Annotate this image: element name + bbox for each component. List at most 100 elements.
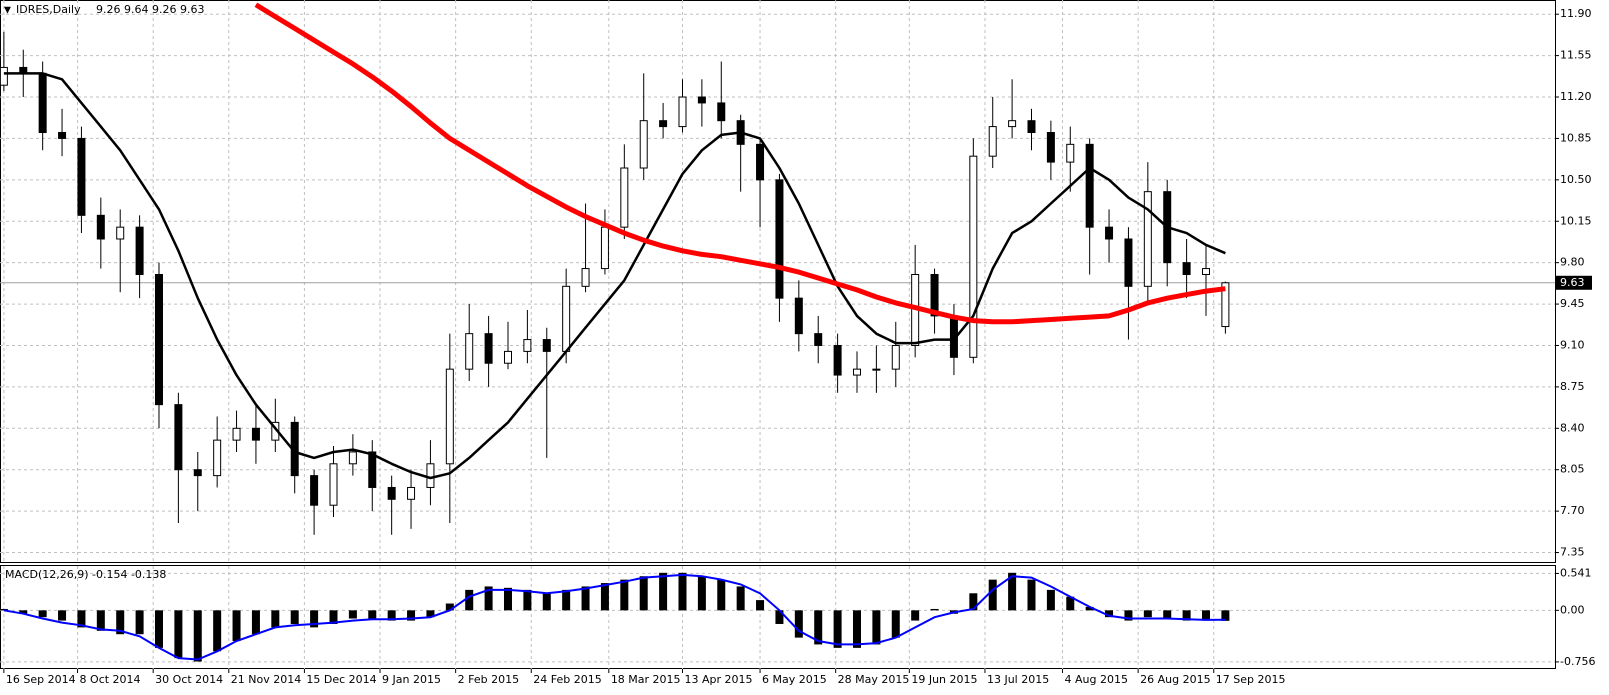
ohlc-readout: 9.26 9.64 9.26 9.63 — [96, 3, 204, 16]
candle-body — [833, 344, 842, 376]
macd-bar — [542, 593, 551, 611]
macd-bar — [135, 610, 144, 635]
macd-bar — [251, 610, 260, 635]
candle-body — [310, 475, 319, 506]
macd-bar — [426, 610, 435, 618]
macd-bar — [1182, 610, 1191, 621]
macd-bar — [911, 610, 920, 621]
candle-body — [503, 350, 512, 364]
candle-body — [251, 427, 260, 441]
candle-body — [407, 486, 416, 500]
macd-bar — [445, 603, 454, 611]
y-tick-label: 10.85 — [1560, 131, 1592, 144]
macd-bar — [154, 610, 163, 648]
candle-body — [387, 486, 396, 500]
macd-bar — [1008, 572, 1017, 611]
symbol-title: IDRES,Daily — [16, 3, 81, 16]
candle-body — [0, 66, 8, 86]
x-tick-label: 15 Dec 2014 — [306, 673, 376, 686]
candle-body — [329, 463, 338, 506]
macd-bar — [77, 610, 86, 628]
macd-bar — [872, 610, 881, 645]
plot-layer: 11.90 11.55 11.20 10.85 10.50 10.15 9.80 9.45 9.… — [0, 0, 1595, 686]
macd-bar — [348, 610, 357, 619]
y-tick-label: 9.80 — [1560, 256, 1585, 269]
candle-body — [697, 96, 706, 104]
candle-body — [775, 179, 784, 299]
y-tick-label: 7.35 — [1560, 546, 1585, 559]
macd-bar — [96, 610, 105, 631]
candle-body — [1221, 282, 1230, 328]
macd-bar — [756, 600, 765, 611]
macd-bar — [1124, 610, 1133, 621]
candle-body — [891, 344, 900, 370]
y-tick-label: 8.75 — [1560, 380, 1585, 393]
candle-body — [1027, 120, 1036, 134]
y-tick-label: 7.70 — [1560, 504, 1585, 517]
macd-bar — [19, 610, 28, 614]
candle-body — [484, 333, 493, 364]
macd-bar — [697, 576, 706, 611]
candle-body — [1046, 132, 1055, 163]
macd-bar — [368, 610, 377, 619]
y-tick-label: -0.756 — [1560, 655, 1595, 668]
moving-average — [254, 2, 1226, 325]
y-tick-label: 0.00 — [1560, 603, 1585, 616]
macd-bar — [465, 589, 474, 611]
macd-bar — [1105, 610, 1114, 618]
y-tick-label: 11.90 — [1560, 7, 1592, 20]
macd-bar — [1163, 610, 1172, 619]
macd-bar — [329, 610, 338, 624]
candle-body — [174, 404, 183, 471]
signal-line — [3, 573, 1226, 661]
x-tick-label: 13 Jul 2015 — [987, 673, 1049, 686]
candle-body — [930, 273, 939, 317]
candle-body — [1008, 120, 1017, 128]
candle-body — [678, 96, 687, 128]
macd-bar — [407, 610, 416, 621]
macd-bar — [930, 608, 939, 611]
macd-bar — [1027, 579, 1036, 611]
x-tick-label: 26 Aug 2015 — [1140, 673, 1210, 686]
x-tick-label: 2 Feb 2015 — [458, 673, 519, 686]
candle-body — [445, 368, 454, 465]
x-tick-label: 16 Sep 2014 — [6, 673, 76, 686]
macd-bar — [1201, 610, 1210, 621]
macd-bar — [116, 610, 125, 635]
candle-body — [58, 132, 67, 139]
macd-bar — [1066, 596, 1075, 611]
candle-body — [969, 155, 978, 358]
candle-body — [581, 268, 590, 287]
candle-body — [562, 285, 571, 352]
candle-body — [368, 451, 377, 488]
macd-bar — [290, 610, 299, 624]
collapse-arrow[interactable]: ▼ — [4, 6, 11, 16]
macd-bar — [193, 610, 202, 662]
x-tick-label: 17 Sep 2015 — [1216, 673, 1286, 686]
candle-body — [872, 368, 881, 371]
macd-bar — [484, 586, 493, 611]
x-tick-label: 19 Jun 2015 — [911, 673, 977, 686]
candle-body — [1182, 262, 1191, 275]
macd-bar — [523, 589, 532, 611]
macd-bar — [562, 589, 571, 611]
y-tick-label: 8.40 — [1560, 421, 1585, 434]
macd-bar — [775, 610, 784, 624]
last-price-box — [1556, 275, 1592, 290]
candle-body — [1143, 191, 1152, 287]
macd-bar — [1046, 589, 1055, 611]
macd-bar — [736, 586, 745, 611]
x-tick-label: 8 Oct 2014 — [80, 673, 141, 686]
y-tick-label: 10.15 — [1560, 214, 1592, 227]
candle-body — [1066, 143, 1075, 163]
candle-body — [232, 427, 241, 441]
macd-readout: -0.154 -0.138 — [92, 568, 166, 581]
macd-bar — [969, 593, 978, 611]
macd-bar — [814, 610, 823, 645]
y-tick-label: 11.20 — [1560, 90, 1592, 103]
candle-body — [659, 120, 668, 128]
candle-body — [193, 469, 202, 477]
y-tick-label: 10.50 — [1560, 173, 1592, 186]
